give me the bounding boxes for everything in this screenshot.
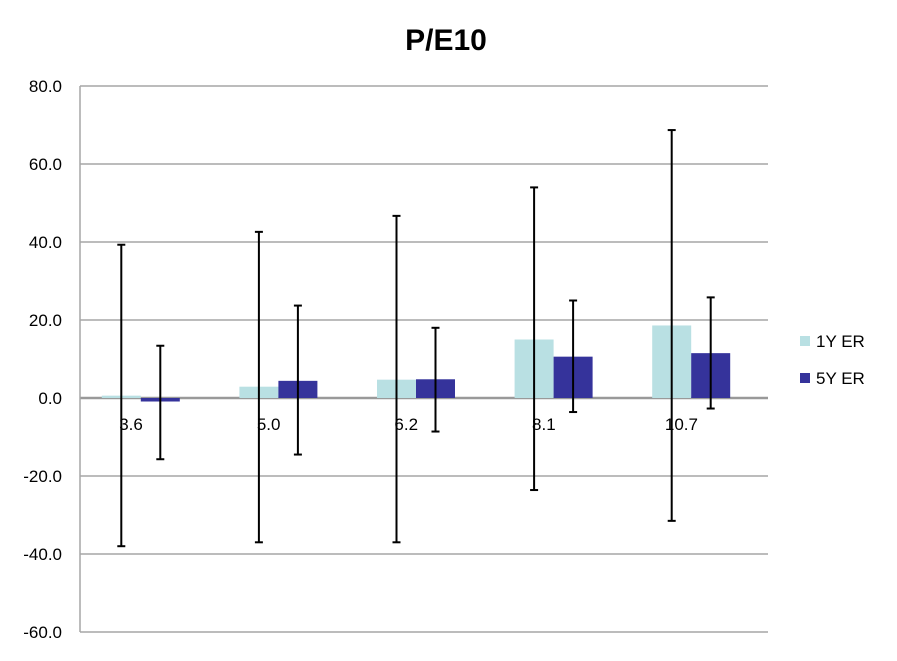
error-bars bbox=[117, 129, 715, 548]
y-tick-label: 40.0 bbox=[29, 233, 62, 252]
bars bbox=[101, 325, 731, 402]
y-tick-label: 80.0 bbox=[29, 77, 62, 96]
category-label: 3.6 bbox=[119, 415, 143, 434]
legend-label: 1Y ER bbox=[816, 332, 865, 351]
legend-label: 5Y ER bbox=[816, 369, 865, 388]
y-tick-label: -20.0 bbox=[23, 467, 62, 486]
y-tick-label: 0.0 bbox=[38, 389, 62, 408]
category-label: 8.1 bbox=[532, 415, 556, 434]
category-label: 5.0 bbox=[257, 415, 281, 434]
chart-title: P/E10 bbox=[405, 24, 487, 57]
y-tick-label: -60.0 bbox=[23, 623, 62, 642]
category-label: 6.2 bbox=[394, 415, 418, 434]
legend: 1Y ER 5Y ER bbox=[800, 332, 865, 388]
category-label: 10.7 bbox=[665, 415, 698, 434]
legend-swatch bbox=[800, 336, 810, 346]
legend-swatch bbox=[800, 373, 810, 383]
y-tick-label: -40.0 bbox=[23, 545, 62, 564]
category-labels: 3.6 5.0 6.2 8.1 10.7 bbox=[119, 415, 698, 434]
y-tick-label: 60.0 bbox=[29, 155, 62, 174]
y-tick-label: 20.0 bbox=[29, 311, 62, 330]
